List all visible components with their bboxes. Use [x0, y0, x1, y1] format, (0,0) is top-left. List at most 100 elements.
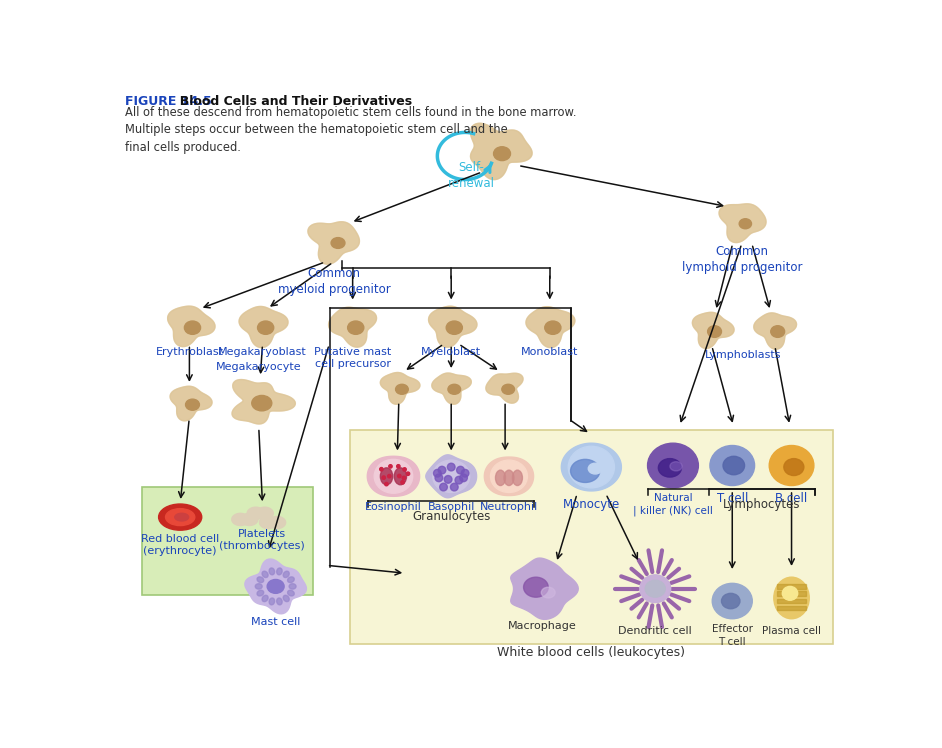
- Circle shape: [387, 474, 391, 478]
- Circle shape: [398, 474, 401, 478]
- Polygon shape: [431, 373, 471, 404]
- Text: Myeloblast: Myeloblast: [421, 347, 481, 357]
- Ellipse shape: [185, 321, 201, 334]
- Ellipse shape: [739, 218, 752, 229]
- Ellipse shape: [512, 470, 523, 485]
- Polygon shape: [486, 373, 523, 403]
- Ellipse shape: [394, 468, 407, 485]
- Circle shape: [384, 482, 388, 485]
- Polygon shape: [245, 559, 306, 614]
- Text: Monocyte: Monocyte: [562, 498, 620, 511]
- Polygon shape: [470, 123, 532, 180]
- Text: Natural
| killer (NK) cell: Natural | killer (NK) cell: [633, 493, 713, 516]
- Polygon shape: [381, 373, 420, 404]
- Text: Common
lymphoid progenitor: Common lymphoid progenitor: [682, 245, 803, 275]
- Text: Dendritic cell: Dendritic cell: [618, 625, 692, 636]
- Polygon shape: [232, 379, 296, 424]
- Text: Monoblast: Monoblast: [521, 347, 578, 357]
- Ellipse shape: [647, 443, 698, 488]
- Circle shape: [462, 470, 469, 477]
- Ellipse shape: [252, 396, 272, 411]
- Polygon shape: [232, 379, 296, 424]
- Polygon shape: [308, 221, 360, 264]
- Text: All of these descend from hematopoietic stem cells found in the bone marrow.
Mul: All of these descend from hematopoietic …: [124, 106, 577, 154]
- Ellipse shape: [289, 583, 296, 589]
- FancyBboxPatch shape: [141, 487, 313, 595]
- Text: Lymphocytes: Lymphocytes: [723, 498, 801, 511]
- Text: FIGURE 14.5: FIGURE 14.5: [124, 95, 211, 108]
- Text: Plasma cell: Plasma cell: [762, 625, 821, 636]
- Ellipse shape: [504, 470, 514, 485]
- Circle shape: [440, 483, 447, 491]
- Circle shape: [402, 476, 406, 479]
- Text: Red blood cell
(erythrocyte): Red blood cell (erythrocyte): [141, 534, 219, 557]
- Circle shape: [460, 474, 467, 482]
- Polygon shape: [511, 558, 578, 619]
- Ellipse shape: [670, 462, 682, 471]
- Circle shape: [433, 470, 441, 477]
- Polygon shape: [168, 306, 215, 346]
- Text: Eosinophil: Eosinophil: [365, 503, 422, 512]
- Ellipse shape: [568, 447, 614, 488]
- Text: Macrophage: Macrophage: [508, 621, 577, 631]
- Circle shape: [438, 466, 446, 474]
- Polygon shape: [171, 386, 212, 421]
- Ellipse shape: [770, 446, 814, 485]
- Ellipse shape: [773, 577, 809, 619]
- Polygon shape: [329, 307, 377, 347]
- Ellipse shape: [491, 460, 528, 492]
- Ellipse shape: [447, 321, 463, 334]
- Ellipse shape: [374, 459, 413, 493]
- Ellipse shape: [502, 384, 514, 394]
- Ellipse shape: [277, 598, 283, 605]
- Ellipse shape: [448, 384, 461, 394]
- Ellipse shape: [712, 583, 753, 619]
- Text: Megakaryocyte: Megakaryocyte: [216, 362, 301, 373]
- Ellipse shape: [782, 586, 798, 601]
- Ellipse shape: [544, 321, 560, 334]
- Bar: [777, 598, 806, 604]
- Ellipse shape: [784, 459, 804, 476]
- Circle shape: [397, 465, 400, 468]
- Polygon shape: [367, 456, 419, 497]
- Text: Erythroblast: Erythroblast: [155, 347, 223, 357]
- Polygon shape: [171, 386, 212, 421]
- Bar: [777, 591, 806, 595]
- Ellipse shape: [186, 399, 200, 410]
- Polygon shape: [692, 313, 734, 349]
- Ellipse shape: [707, 325, 722, 337]
- Circle shape: [457, 466, 464, 474]
- Ellipse shape: [494, 147, 511, 161]
- Polygon shape: [484, 457, 533, 495]
- Polygon shape: [719, 204, 766, 242]
- Ellipse shape: [381, 468, 393, 485]
- Polygon shape: [470, 123, 532, 180]
- Ellipse shape: [571, 459, 600, 482]
- Ellipse shape: [269, 598, 275, 605]
- Text: Mast cell: Mast cell: [251, 617, 300, 628]
- Polygon shape: [329, 307, 377, 347]
- Circle shape: [403, 468, 406, 471]
- Circle shape: [406, 472, 410, 476]
- Text: Putative mast
cell precursor: Putative mast cell precursor: [314, 347, 391, 370]
- Circle shape: [401, 481, 404, 484]
- Text: Platelets
(thrombocytes): Platelets (thrombocytes): [219, 529, 304, 551]
- Ellipse shape: [287, 590, 294, 596]
- Polygon shape: [429, 306, 477, 347]
- Polygon shape: [426, 455, 477, 497]
- Ellipse shape: [645, 580, 665, 597]
- Ellipse shape: [257, 590, 264, 596]
- Ellipse shape: [722, 593, 740, 609]
- Polygon shape: [486, 373, 523, 403]
- Ellipse shape: [277, 568, 283, 574]
- Ellipse shape: [524, 577, 548, 597]
- Polygon shape: [561, 444, 622, 491]
- Circle shape: [389, 465, 392, 468]
- Ellipse shape: [640, 575, 671, 603]
- Text: Common
myeloid progenitor: Common myeloid progenitor: [278, 267, 391, 296]
- Ellipse shape: [658, 459, 681, 477]
- Circle shape: [450, 483, 458, 491]
- Ellipse shape: [284, 595, 289, 601]
- Polygon shape: [754, 313, 797, 349]
- Text: Self-
renewal: Self- renewal: [447, 161, 495, 189]
